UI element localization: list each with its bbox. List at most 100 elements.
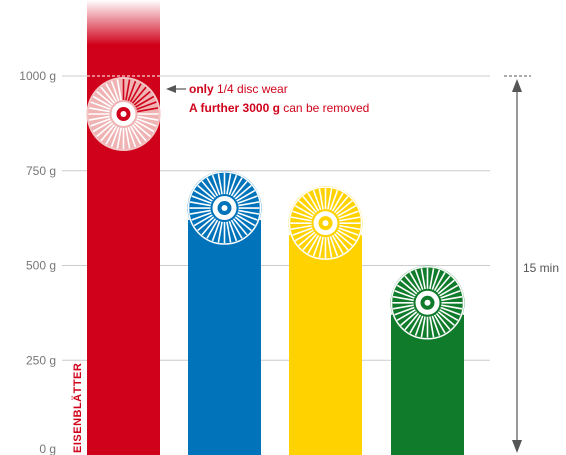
disc-flap <box>337 229 357 242</box>
annotation-line-2-rest: can be removed <box>280 101 369 115</box>
disc-flap <box>292 210 313 220</box>
disc-hole <box>322 220 329 227</box>
disc-flap <box>290 216 312 222</box>
disc-flap <box>292 227 313 236</box>
disc-flap <box>420 316 426 338</box>
time-arrow-bottom <box>512 440 522 453</box>
disc-flap <box>189 201 211 207</box>
bars: EISENBLÄTTER <box>71 0 465 455</box>
disc-flap <box>88 115 110 121</box>
disc-flap <box>90 101 111 110</box>
y-axis-ticks: 0 g 250 g 500 g 750 g 1000 g <box>19 69 56 455</box>
disc-rim <box>288 186 363 260</box>
disc <box>390 265 465 340</box>
disc-flap <box>105 83 118 103</box>
disc-hole <box>424 299 431 306</box>
disc-flap <box>189 209 211 215</box>
disc-flap <box>312 190 322 211</box>
disc-flap <box>394 290 415 299</box>
disc-flap <box>131 86 147 104</box>
disc-flap <box>392 304 414 310</box>
disc-flap <box>217 221 223 243</box>
disc-flap <box>137 107 159 113</box>
disc-flap <box>238 201 260 207</box>
disc-flap <box>206 177 219 197</box>
disc-flap <box>318 188 324 210</box>
disc-flap <box>191 195 212 204</box>
disc-flap <box>100 124 116 142</box>
disc-flap <box>236 189 256 202</box>
disc-flap <box>435 312 451 331</box>
disc-flap <box>127 126 137 148</box>
disc-flap <box>335 200 353 215</box>
disc-flap <box>431 269 441 290</box>
disc-flap <box>433 314 446 334</box>
bar-label: EISENBLÄTTER <box>71 363 84 453</box>
disc-flap <box>302 233 318 251</box>
disc-flap <box>400 279 418 295</box>
disc-flap <box>193 189 213 202</box>
disc-flap <box>131 124 147 142</box>
disc-flap <box>137 115 159 121</box>
y-tick-label: 750 g <box>26 164 56 178</box>
disc-flap <box>234 216 252 232</box>
disc-flap <box>335 231 353 247</box>
disc-flap <box>331 234 344 254</box>
disc-flap <box>420 268 426 290</box>
disc-flap <box>333 195 349 213</box>
disc-flap <box>394 306 415 316</box>
disc-flap <box>307 192 320 212</box>
disc-hole <box>120 111 127 117</box>
disc-flap <box>440 306 461 316</box>
disc-flap <box>441 304 463 310</box>
disc-flap <box>125 79 131 101</box>
disc-flap <box>226 221 232 243</box>
disc-flap <box>237 195 258 204</box>
disc-flap <box>329 190 339 211</box>
disc-flap <box>294 229 314 242</box>
disc-flap <box>318 236 324 258</box>
disc-flap <box>232 218 248 236</box>
annotation-arrow-head <box>166 85 176 93</box>
disc-flap <box>409 314 422 334</box>
annotation-line-1-bold: only <box>189 82 214 96</box>
disc-rim <box>187 171 262 245</box>
bar-fade <box>87 0 160 45</box>
disc-flap <box>211 220 221 242</box>
disc <box>288 186 363 261</box>
disc-flap <box>201 180 217 198</box>
disc-flap <box>331 192 344 212</box>
disc-flap <box>440 290 461 299</box>
annotation-line-2: A further 3000 g can be removed <box>189 101 369 115</box>
disc-flap <box>96 90 114 106</box>
disc-flap <box>298 200 316 215</box>
disc-flap <box>404 312 420 331</box>
disc-flap <box>135 120 155 133</box>
time-arrow-top <box>512 79 522 92</box>
disc-flap <box>431 315 441 336</box>
disc-flap <box>105 125 118 145</box>
disc-flap <box>92 95 112 108</box>
disc-flap <box>211 174 221 196</box>
disc-flap <box>333 233 349 251</box>
disc-flap <box>88 107 110 113</box>
disc-flap <box>414 315 424 336</box>
disc-flap <box>298 231 316 247</box>
disc-flap <box>439 309 459 321</box>
disc-flap <box>338 227 359 236</box>
disc-flap <box>230 219 243 239</box>
disc-flap <box>116 79 122 101</box>
disc-flap <box>409 272 422 292</box>
disc-flap <box>238 209 260 215</box>
y-tick-label: 1000 g <box>19 69 56 83</box>
y-tick-label: 250 g <box>26 353 56 367</box>
bar <box>188 220 261 455</box>
disc-flap <box>429 316 435 338</box>
disc-flap <box>439 284 459 297</box>
disc-flap <box>197 184 215 200</box>
disc-flap <box>116 127 122 149</box>
disc-flap <box>429 268 435 290</box>
disc-flap <box>129 125 142 145</box>
disc-flap <box>217 173 223 195</box>
